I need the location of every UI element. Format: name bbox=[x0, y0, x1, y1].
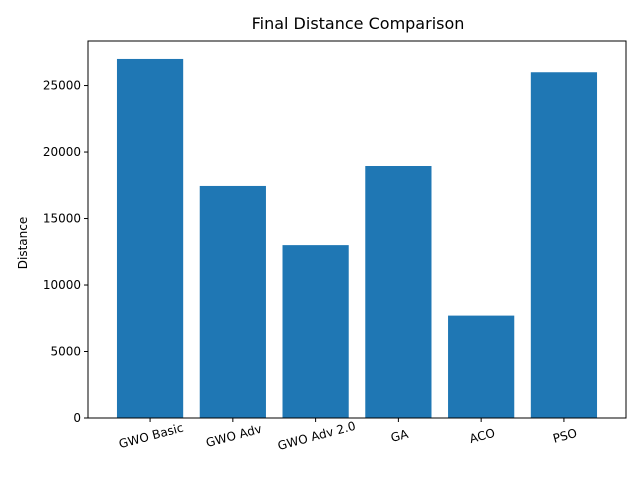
y-tick-label: 5000 bbox=[50, 345, 81, 359]
plot-area: 0 5000 10000 15000 20000 25000 GWO Basic GWO Ad… bbox=[43, 58, 598, 453]
y-tick-label: 20000 bbox=[43, 145, 81, 159]
x-tick-label: PSO bbox=[551, 426, 578, 446]
x-tick-label: GWO Adv bbox=[204, 422, 263, 450]
bar bbox=[116, 58, 184, 418]
y-tick-label: 25000 bbox=[43, 79, 81, 93]
x-tick-label: ACO bbox=[468, 426, 497, 446]
plot-frame bbox=[87, 40, 627, 419]
x-tick-label: GWO Basic bbox=[117, 421, 185, 452]
bar bbox=[199, 185, 266, 418]
y-axis-label: Distance bbox=[16, 217, 30, 269]
bar bbox=[282, 245, 349, 418]
bar bbox=[365, 166, 432, 418]
bar bbox=[448, 315, 515, 418]
x-tick-label: GA bbox=[389, 427, 410, 445]
bar bbox=[530, 72, 598, 419]
y-tick-label: 10000 bbox=[43, 278, 81, 292]
chart-title: Final Distance Comparison bbox=[252, 14, 465, 33]
y-tick-label: 15000 bbox=[43, 212, 81, 226]
x-tick-label: GWO Adv 2.0 bbox=[276, 419, 357, 453]
y-tick-label: 0 bbox=[73, 411, 81, 425]
